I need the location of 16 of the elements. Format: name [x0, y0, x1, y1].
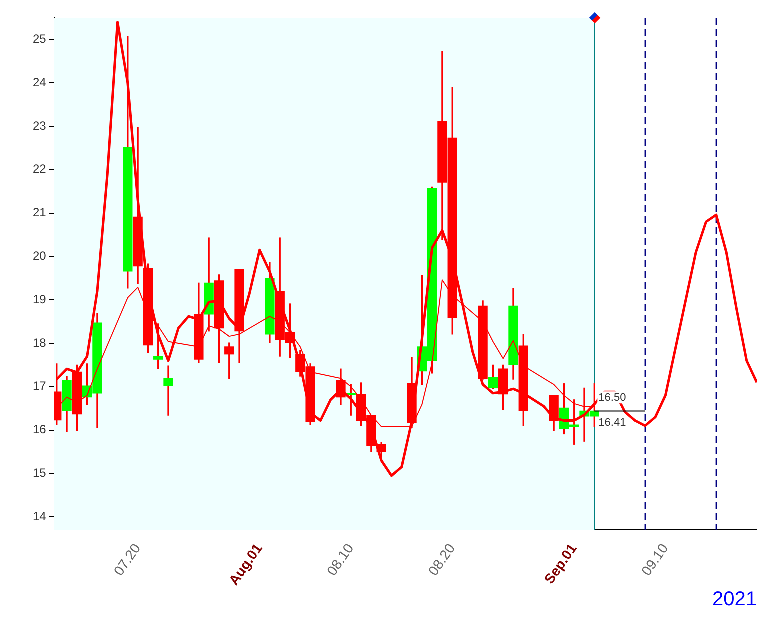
y-tick-label: 20	[32, 249, 47, 264]
y-tick-label: 15	[32, 466, 47, 480]
candlestick	[164, 366, 174, 416]
y-tick-label: 16	[32, 422, 47, 437]
y-tick-label: 23	[32, 118, 47, 133]
y-tick-label: 21	[32, 206, 47, 220]
y-tick-label: 19	[32, 292, 47, 306]
y-tick-label: 14	[32, 509, 47, 524]
annotation: 16.41	[598, 417, 626, 430]
y-tick-label: 17	[32, 379, 47, 394]
y-tick-label: 25	[32, 32, 47, 46]
x-axis-title: 2021	[712, 588, 757, 611]
annotation: 16.50	[598, 392, 626, 404]
y-tick-label: 18	[32, 336, 47, 350]
y-tick-label: 24	[32, 75, 47, 90]
y-tick-label: 22	[32, 162, 47, 176]
